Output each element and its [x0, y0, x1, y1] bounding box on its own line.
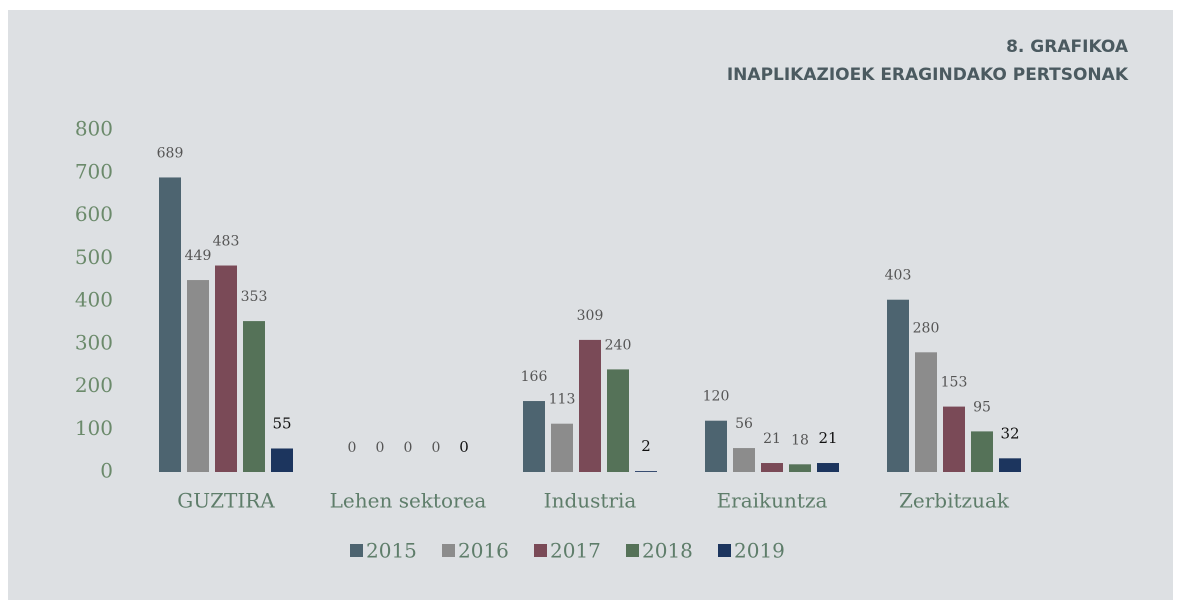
value-label: 0 — [432, 440, 441, 456]
legend-label: 2019 — [734, 539, 785, 563]
value-label: 113 — [549, 392, 576, 408]
value-label: 18 — [791, 432, 809, 448]
bar — [887, 299, 909, 472]
value-label: 309 — [577, 308, 604, 324]
value-label: 280 — [913, 320, 940, 336]
legend-label: 2016 — [458, 539, 509, 563]
legend-label: 2015 — [366, 539, 417, 563]
x-tick-label: GUZTIRA — [177, 489, 275, 513]
bar — [243, 321, 265, 472]
chart-subtitle: INAPLIKAZIOEK ERAGINDAKO PERTSONAK — [727, 65, 1129, 85]
bar — [635, 471, 657, 472]
value-label: 353 — [241, 289, 268, 305]
y-tick-label: 500 — [75, 245, 113, 269]
bar — [943, 406, 965, 472]
value-label: 0 — [459, 438, 469, 456]
value-label: 483 — [213, 234, 240, 250]
value-label: 21 — [818, 429, 837, 447]
value-label: 689 — [157, 145, 184, 161]
y-tick-label: 700 — [75, 159, 113, 183]
bar — [915, 352, 937, 472]
bar — [607, 369, 629, 472]
bar — [705, 420, 727, 472]
legend-swatch — [534, 544, 547, 557]
chart-title: 8. GRAFIKOA — [1006, 37, 1129, 57]
bar — [215, 265, 237, 472]
bar — [159, 177, 181, 472]
value-label: 0 — [376, 440, 385, 456]
y-tick-label: 0 — [100, 459, 113, 483]
value-label: 21 — [763, 431, 781, 447]
y-tick-label: 400 — [75, 288, 113, 312]
value-label: 0 — [348, 440, 357, 456]
bar — [271, 448, 293, 472]
value-label: 240 — [605, 337, 632, 353]
value-label: 153 — [941, 375, 968, 391]
legend-swatch — [442, 544, 455, 557]
legend-swatch — [626, 544, 639, 557]
bar — [817, 463, 839, 472]
bar — [551, 423, 573, 472]
legend-label: 2017 — [550, 539, 601, 563]
value-label: 120 — [703, 389, 730, 405]
value-label: 32 — [1000, 424, 1019, 442]
value-label: 95 — [973, 399, 991, 415]
bar — [971, 431, 993, 472]
bar — [761, 463, 783, 472]
bar — [789, 464, 811, 472]
value-label: 0 — [404, 440, 413, 456]
x-tick-label: Eraikuntza — [717, 489, 828, 513]
y-tick-label: 100 — [75, 416, 113, 440]
bar — [523, 401, 545, 472]
y-tick-label: 600 — [75, 202, 113, 226]
value-label: 166 — [521, 369, 548, 385]
y-tick-label: 200 — [75, 373, 113, 397]
bar — [999, 458, 1021, 472]
y-tick-label: 800 — [75, 117, 113, 141]
x-tick-label: Lehen sektorea — [330, 489, 487, 513]
value-label: 2 — [641, 437, 651, 455]
value-label: 403 — [885, 268, 912, 284]
legend-label: 2018 — [642, 539, 693, 563]
value-label: 55 — [272, 414, 291, 432]
legend-swatch — [350, 544, 363, 557]
x-tick-label: Industria — [544, 489, 637, 513]
value-label: 56 — [735, 416, 753, 432]
legend-swatch — [718, 544, 731, 557]
y-tick-label: 300 — [75, 330, 113, 354]
bar — [187, 280, 209, 472]
value-label: 449 — [185, 248, 212, 264]
bar — [733, 448, 755, 472]
x-tick-label: Zerbitzuak — [899, 489, 1010, 513]
bar — [579, 339, 601, 472]
